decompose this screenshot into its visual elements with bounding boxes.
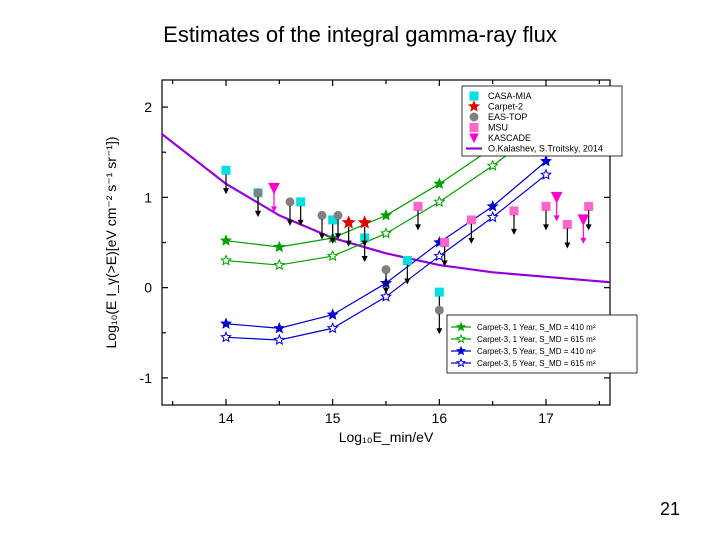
svg-text:Carpet-3, 5 Year, S_MD = 410 m: Carpet-3, 5 Year, S_MD = 410 m² — [477, 347, 596, 356]
svg-text:Log₁₀(E I_γ(>E)[eV cm⁻² s⁻¹ sr: Log₁₀(E I_γ(>E)[eV cm⁻² s⁻¹ sr⁻¹]) — [103, 136, 119, 348]
flux-chart: 14 15 16 17 -1 0 1 2 Log₁₀E_min/eV Log₁₀(E I_γ(>E… — [100, 70, 620, 450]
svg-text:1: 1 — [144, 189, 152, 205]
svg-text:0: 0 — [144, 280, 152, 296]
svg-text:O.Kalashev, S.Troitsky, 2014: O.Kalashev, S.Troitsky, 2014 — [488, 144, 603, 154]
svg-text:Log₁₀E_min/eV: Log₁₀E_min/eV — [339, 429, 434, 445]
page-number: 21 — [660, 499, 680, 520]
svg-text:CASA-MIA: CASA-MIA — [488, 91, 532, 101]
svg-text:Carpet-3, 1 Year, S_MD = 615 m: Carpet-3, 1 Year, S_MD = 615 m² — [477, 335, 596, 344]
svg-text:MSU: MSU — [488, 123, 508, 133]
svg-text:17: 17 — [538, 410, 554, 426]
svg-text:Carpet-3, 1 Year, S_MD = 410 m: Carpet-3, 1 Year, S_MD = 410 m² — [477, 323, 596, 332]
svg-text:KASCADE: KASCADE — [488, 133, 531, 143]
svg-text:2: 2 — [144, 99, 152, 115]
page-title: Estimates of the integral gamma-ray flux — [0, 22, 720, 48]
svg-text:14: 14 — [218, 410, 234, 426]
svg-text:EAS-TOP: EAS-TOP — [488, 112, 527, 122]
svg-text:15: 15 — [325, 410, 341, 426]
svg-text:16: 16 — [432, 410, 448, 426]
svg-text:-1: -1 — [140, 370, 153, 386]
svg-text:Carpet-3, 5 Year, S_MD = 615 m: Carpet-3, 5 Year, S_MD = 615 m² — [477, 359, 596, 368]
chart-container: 14 15 16 17 -1 0 1 2 Log₁₀E_min/eV Log₁₀(E I_γ(>E… — [100, 70, 620, 450]
svg-text:Carpet-2: Carpet-2 — [488, 102, 523, 112]
